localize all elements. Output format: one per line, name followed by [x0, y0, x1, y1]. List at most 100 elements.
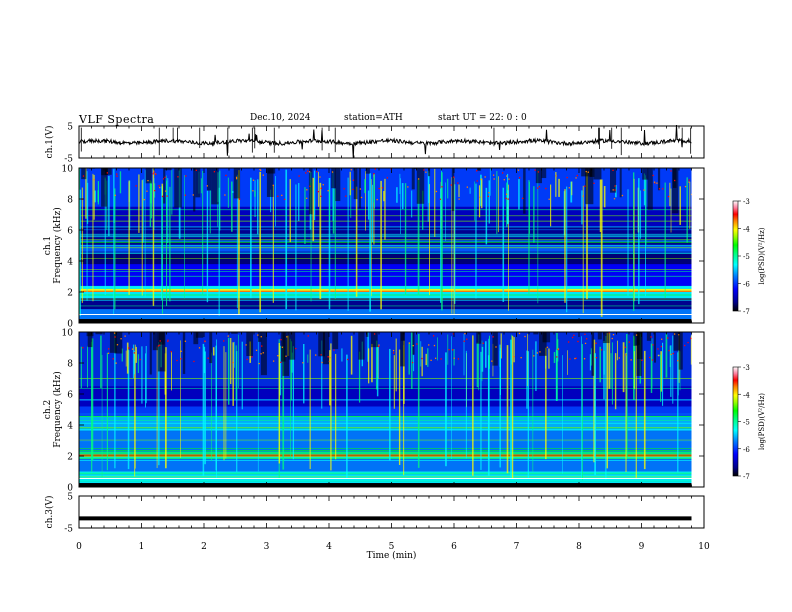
spectrogram-speckle	[656, 182, 658, 184]
spectrogram-speckle	[192, 194, 194, 196]
spectrogram-speckle	[521, 197, 524, 200]
spectrogram-speckle	[392, 349, 395, 352]
spectrogram-speckle	[583, 358, 586, 360]
spectrogram-speckle	[690, 337, 692, 340]
spectrogram-speckle	[428, 344, 430, 346]
spectrogram-speckle	[574, 357, 576, 360]
spectrogram-dark-gap	[476, 332, 482, 344]
spectrogram-speckle	[320, 187, 322, 189]
spectrogram-speckle	[585, 170, 587, 173]
spectrogram-dark-gap	[233, 168, 241, 199]
spectrogram-speckle	[536, 352, 539, 354]
spectrogram-speckle	[503, 179, 505, 181]
spectrogram-dark-gap	[193, 168, 196, 212]
spectrogram-speckle	[513, 356, 515, 358]
spectrogram-speckle	[316, 171, 318, 173]
spectrogram-speckle	[146, 190, 148, 192]
spectrogram-dark-gap	[589, 168, 595, 177]
spectrogram-speckle	[245, 344, 247, 346]
spectrogram-speckle	[612, 169, 614, 172]
figure-station: station=ATH	[344, 113, 403, 123]
spectrogram-dark-gap	[581, 168, 589, 177]
spectrogram-speckle	[411, 361, 414, 364]
spectrogram-dark-gap	[523, 168, 526, 214]
spectrogram-speckle	[345, 195, 347, 197]
spectrogram-speckle	[260, 336, 262, 338]
spectrogram-dark-gap	[104, 168, 112, 175]
spectrogram-dark-gap	[597, 332, 602, 340]
spectrogram-speckle	[688, 181, 690, 183]
spectrogram-speckle	[652, 344, 654, 346]
spectrogram-speckle	[262, 352, 264, 354]
x-tick-label: 0	[76, 542, 82, 552]
y-axis-channel-label: ch.2	[43, 400, 53, 419]
spectrogram-speckle	[167, 339, 169, 341]
spectrogram-speckle	[128, 347, 130, 349]
spectrogram-speckle	[115, 362, 117, 364]
spectrogram-dark-gap	[149, 332, 152, 375]
x-tick-label: 4	[326, 542, 332, 552]
y-tick-label: 6	[67, 227, 73, 237]
spectrogram-speckle	[520, 356, 522, 359]
spectrogram-speckle	[674, 179, 676, 182]
spectrogram-dark-gap	[370, 332, 378, 348]
spectrogram-speckle	[628, 341, 630, 343]
spectrogram-dark-gap	[207, 168, 212, 191]
spectrogram-speckle	[536, 187, 539, 189]
spectrogram-dark-gap	[266, 168, 274, 197]
spectrogram-speckle	[120, 338, 122, 340]
y-tick-label: 4	[67, 258, 73, 268]
figure-title: VLF Spectra	[79, 113, 155, 126]
spectrogram-dark-gap	[193, 332, 199, 345]
spectrogram-speckle	[585, 338, 588, 340]
spectrogram-speckle	[350, 169, 352, 171]
spectrogram-speckle	[643, 189, 645, 191]
spectrogram-speckle	[546, 346, 549, 348]
spectrogram-speckle	[518, 332, 521, 335]
spectrogram-speckle	[684, 344, 686, 347]
y-tick-label: 10	[62, 165, 74, 175]
spectrogram-speckle	[649, 356, 651, 359]
spectrogram-dark-gap	[671, 168, 679, 214]
x-tick-label: 8	[576, 542, 582, 552]
spectrogram-dark-gap	[280, 332, 286, 362]
spectrogram-dark-gap	[87, 332, 93, 348]
spectrogram-speckle	[164, 176, 166, 178]
spectrogram-band	[79, 471, 692, 484]
spectrogram-dark-gap	[657, 168, 661, 191]
spectrogram-speckle	[678, 334, 680, 336]
spectrogram-speckle	[329, 357, 331, 359]
spectrogram-dark-gap	[365, 168, 370, 174]
colorbar-tick-label: -6	[743, 281, 750, 289]
spectrogram-speckle	[261, 345, 263, 347]
spectrogram-speckle	[112, 358, 114, 360]
x-tick-label: 7	[514, 542, 520, 552]
y-axis-label: ch.1(V)	[44, 126, 55, 159]
spectrogram-speckle	[408, 342, 411, 344]
spectrogram-speckle	[180, 358, 182, 360]
colorbar-tick-label: -6	[743, 446, 750, 454]
y-axis-label: Frequency (kHz)	[52, 207, 63, 284]
spectrogram-speckle	[433, 344, 436, 347]
spectrogram-speckle	[272, 360, 275, 362]
spectrogram-speckle	[143, 198, 145, 201]
spectrogram-dark-gap	[451, 168, 455, 212]
spectrogram-dark-gap	[209, 332, 213, 364]
spectrogram-speckle	[223, 340, 225, 342]
spectrogram-speckle	[235, 178, 238, 180]
spectrogram-speckle	[476, 180, 478, 182]
spectrogram-speckle	[652, 174, 654, 177]
spectrogram-speckle	[687, 341, 689, 344]
spectrogram-speckle	[259, 169, 262, 171]
spectrogram-speckle	[625, 354, 627, 356]
x-tick-label: 3	[264, 542, 270, 552]
spectrogram-speckle	[307, 335, 309, 337]
spectrogram-speckle	[322, 184, 324, 186]
spectrogram-speckle	[319, 176, 321, 178]
spectrogram-speckle	[624, 346, 627, 348]
spectrogram-speckle	[286, 336, 288, 338]
spectrogram-speckle	[328, 360, 331, 363]
spectrogram-speckle	[611, 337, 613, 340]
spectrogram-speckle	[660, 345, 662, 348]
spectrogram-speckle	[93, 178, 95, 181]
